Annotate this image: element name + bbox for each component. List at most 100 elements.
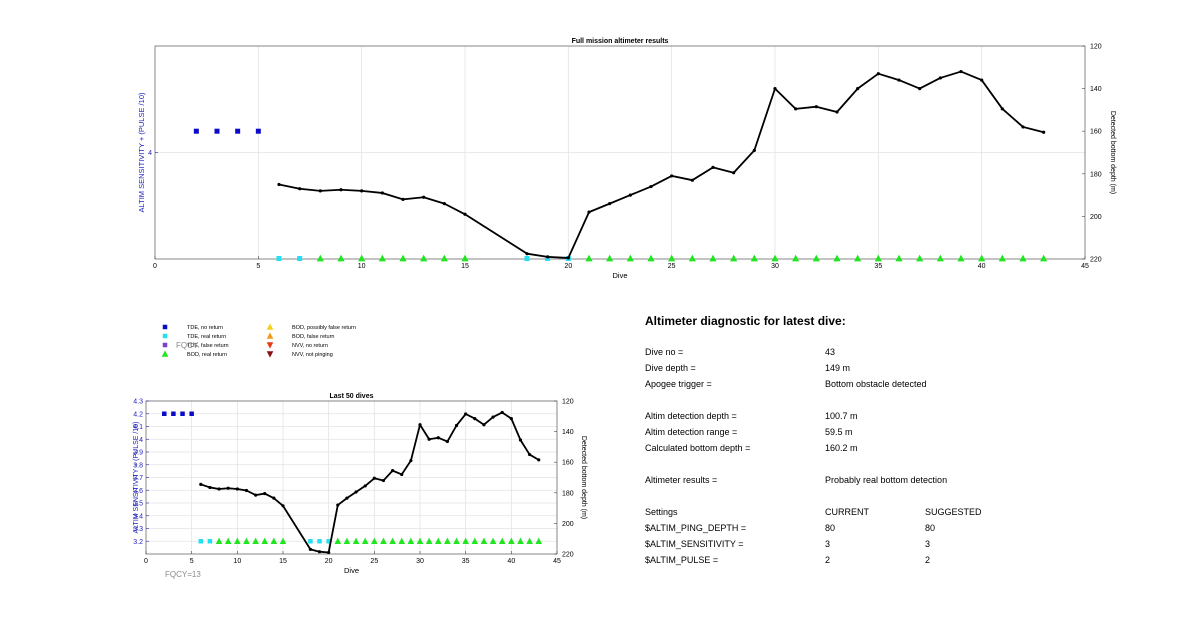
bottom-depth-point: [491, 415, 495, 419]
legend-marker: [266, 323, 274, 330]
tde-real-return-marker: [198, 539, 204, 544]
right-tick-label: 140: [562, 429, 574, 436]
x-tick-label: 35: [462, 558, 470, 565]
bod-real-return-marker: [316, 254, 324, 262]
legend-marker: [266, 332, 274, 339]
calc-bottom-depth-label: Calculated bottom depth =: [645, 443, 751, 453]
bottom-depth-point: [835, 110, 839, 114]
right-tick-label: 140: [1090, 86, 1102, 93]
bottom-depth-point: [427, 437, 431, 441]
bod-real-return-marker: [498, 537, 506, 544]
left-tick-label: 3.3: [133, 526, 143, 533]
bottom-depth-point: [482, 423, 486, 427]
bottom-depth-point: [464, 412, 468, 416]
right-axis-label: Detected bottom depth (m): [1109, 111, 1116, 194]
legend-marker: [266, 351, 274, 358]
settings-marker: [180, 411, 185, 416]
bod-real-return-marker: [361, 537, 369, 544]
diagnostic-title: Altimeter diagnostic for latest dive:: [645, 314, 846, 328]
left-tick-label: 3.6: [133, 488, 143, 495]
bottom-depth-point: [897, 78, 901, 82]
bod-real-return-marker: [978, 254, 986, 262]
bottom-depth-point: [281, 504, 285, 508]
results-value: Probably real bottom detection: [825, 475, 948, 485]
right-tick-label: 160: [562, 460, 574, 467]
bottom-depth-point: [980, 78, 984, 82]
left-tick-label: 4: [148, 150, 152, 157]
bottom-depth-point: [345, 496, 349, 500]
bottom-depth-point: [418, 423, 422, 427]
bottom-depth-point: [254, 493, 258, 497]
bottom-depth-point: [938, 76, 942, 80]
bottom-depth-point: [876, 72, 880, 76]
legend-label: BOD, real return: [187, 352, 227, 358]
bod-real-return-marker: [279, 537, 287, 544]
bod-real-return-marker: [709, 254, 717, 262]
bod-real-return-marker: [874, 254, 882, 262]
legend-marker: [162, 333, 168, 339]
bod-real-return-marker: [444, 537, 451, 544]
bod-real-return-marker: [750, 254, 758, 262]
bottom-depth-point: [500, 410, 504, 415]
x-tick-label: 10: [358, 263, 366, 270]
right-tick-label: 180: [1090, 171, 1102, 178]
right-tick-label: 220: [1090, 257, 1102, 264]
bottom-depth-point: [436, 436, 440, 440]
bod-real-return-marker: [371, 537, 378, 544]
bottom-depth-point: [217, 487, 221, 491]
x-tick-label: 10: [233, 558, 241, 565]
x-tick-label: 0: [153, 263, 157, 270]
bod-real-return-marker: [380, 537, 387, 544]
x-tick-label: 5: [190, 558, 194, 565]
bottom-depth-point: [422, 195, 426, 199]
bottom-depth-point: [235, 487, 239, 491]
x-tick-label: 5: [256, 263, 260, 270]
bod-real-return-marker: [668, 254, 676, 262]
bottom-depth-point: [339, 188, 343, 192]
left-tick-label: 4: [139, 437, 143, 444]
apogee-trigger-value: Bottom obstacle detected: [825, 379, 927, 389]
bottom-depth-point: [372, 476, 376, 480]
bod-real-return-marker: [224, 537, 232, 544]
bod-real-return-marker: [434, 537, 442, 544]
bod-real-return-marker: [526, 537, 533, 544]
tde-real-return-marker: [326, 539, 331, 544]
left-tick-label: 3.2: [133, 539, 143, 546]
left-tick-label: 3.5: [133, 501, 143, 508]
legend-marker: [162, 342, 168, 348]
bod-real-return-marker: [585, 254, 593, 262]
bod-real-return-marker: [407, 537, 415, 544]
bod-real-return-marker: [517, 537, 524, 544]
legend-label: TDE, no return: [187, 325, 223, 331]
settings-marker: [214, 128, 220, 134]
bottom-depth-point: [381, 478, 386, 483]
bod-real-return-marker: [916, 254, 924, 262]
bod-real-return-marker: [936, 254, 944, 262]
bottom-depth-point: [794, 107, 798, 111]
bod-real-return-marker: [895, 254, 903, 262]
dive-no-label: Dive no =: [645, 347, 684, 357]
bod-real-return-marker: [833, 254, 841, 262]
bottom-depth-point: [1000, 107, 1004, 111]
bod-real-return-marker: [343, 537, 351, 544]
current-header: CURRENT: [825, 507, 869, 517]
tde-real-return-marker: [207, 539, 213, 544]
bottom-depth-point: [518, 438, 523, 442]
right-tick-label: 180: [562, 490, 574, 497]
bottom-depth-point: [445, 439, 449, 444]
bod-real-return-marker: [1019, 254, 1027, 262]
legend-marker: [162, 324, 168, 330]
bod-real-return-marker: [489, 537, 497, 544]
bottom-depth-point: [442, 202, 446, 206]
bod-real-return-marker: [398, 537, 406, 544]
bottom-depth-line: [278, 70, 1044, 259]
bottom-depth-point: [752, 148, 756, 152]
bottom-depth-point: [959, 69, 963, 74]
setting-name: $ALTIM_SENSITIVITY =: [645, 539, 744, 549]
bottom-depth-point: [463, 212, 467, 216]
tde-real-return-marker: [297, 256, 303, 261]
bottom-depth-line: [200, 411, 540, 554]
apogee-trigger-label: Apogee trigger =: [645, 379, 712, 389]
bottom-depth-point: [226, 486, 230, 490]
